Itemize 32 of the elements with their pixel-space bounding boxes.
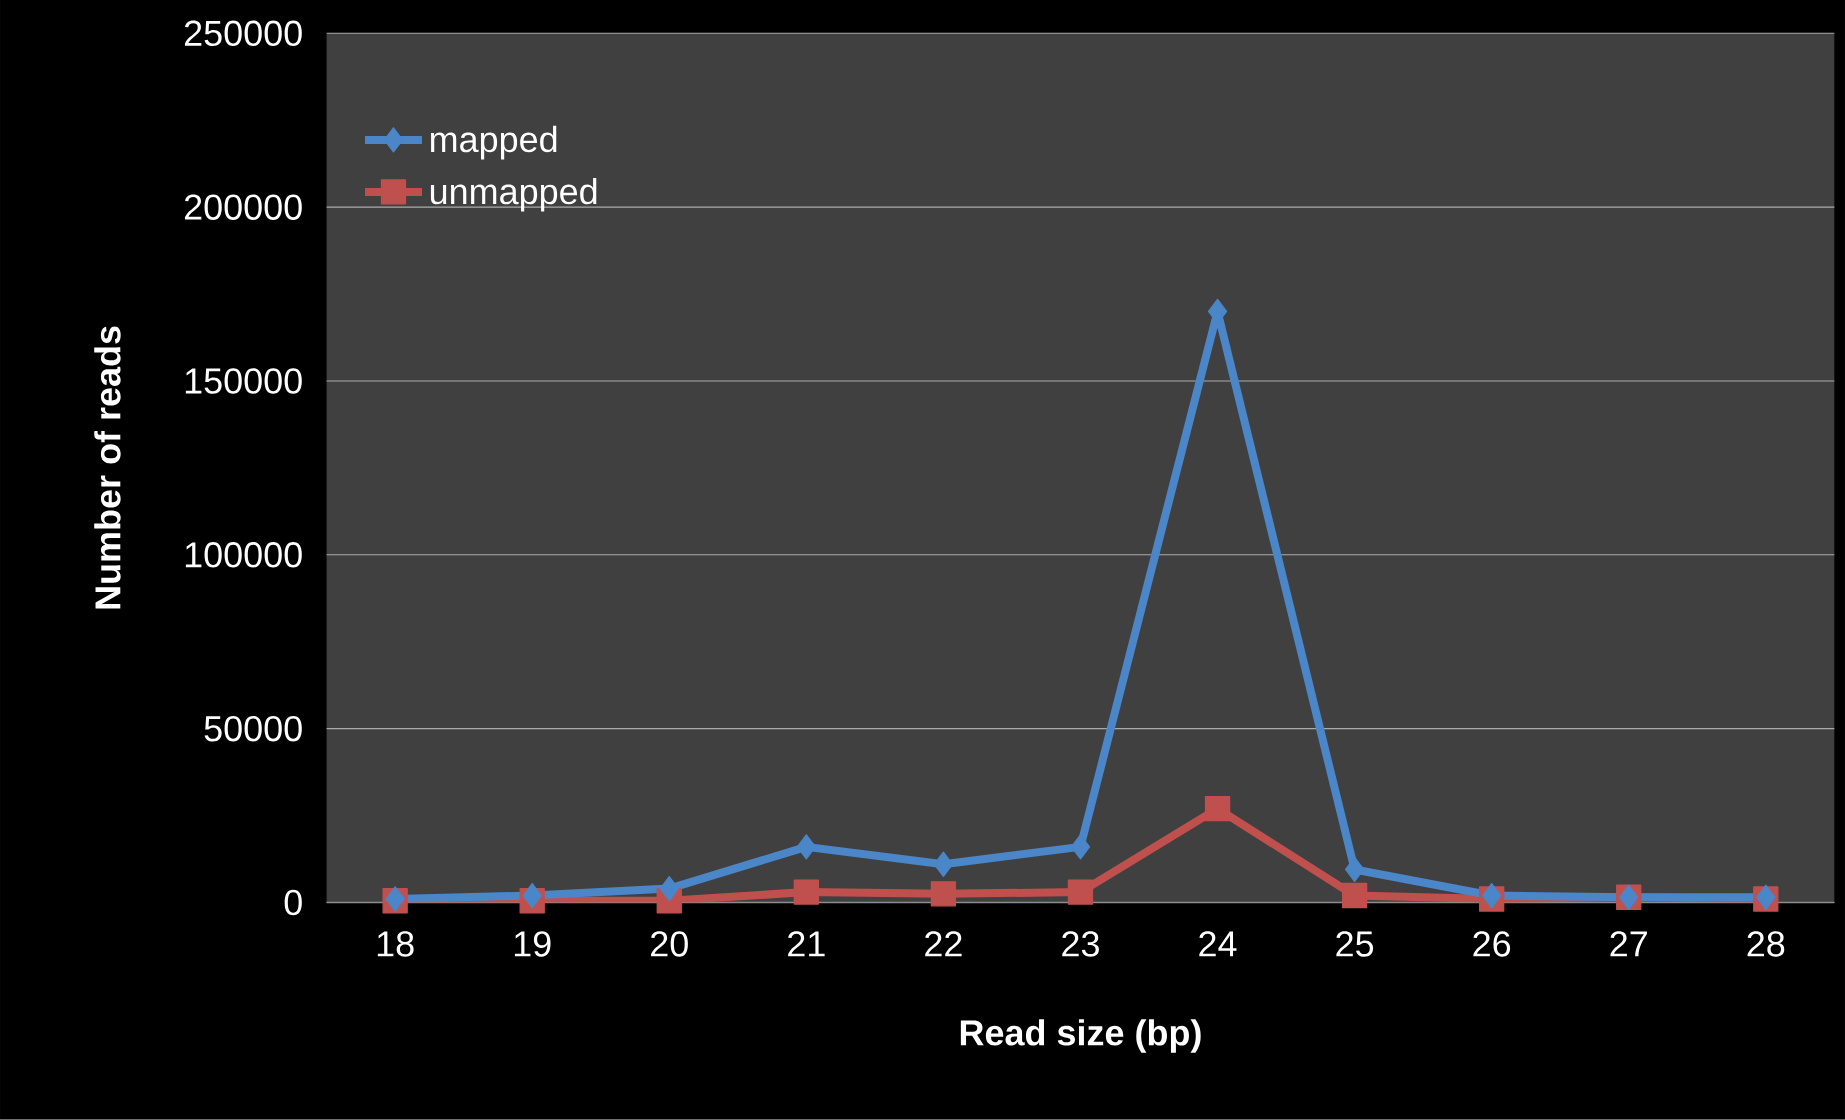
y-tick-label: 100000 [185,542,302,568]
y-tick-label: 250000 [184,20,302,47]
y-tick-label: 50000 [204,716,302,742]
point [522,882,542,909]
x-tick-label: 20 [651,931,688,957]
point [659,876,679,902]
x-tick-label: 18 [377,931,414,957]
point [796,834,817,860]
point [1341,882,1368,909]
point [1070,834,1091,860]
y-tick-label: 0 [284,889,302,916]
y-axis-title: Number of reads [94,326,121,609]
point [1204,796,1231,822]
point [933,851,954,878]
x-axis-title: Read size (bp) [960,1019,1201,1053]
y-tick-label: 200000 [184,194,302,221]
x-tick-label: 28 [1747,931,1785,957]
point [793,879,820,905]
x-tick-label: 19 [514,931,551,957]
x-tick-label: 23 [1062,931,1099,957]
x-tick-label: 25 [1336,931,1374,957]
x-tick-label: 27 [1610,931,1647,957]
point [1344,856,1365,883]
x-tick-label: 26 [1473,931,1511,957]
point [1067,879,1094,905]
legend-label: mapped [430,125,557,160]
point [930,881,957,907]
x-tick-label: 24 [1199,931,1237,957]
legend-label: unmapped [430,178,597,212]
y-tick-label: 150000 [185,368,302,394]
x-tick-label: 21 [788,931,825,957]
x-tick-label: 22 [925,931,962,957]
